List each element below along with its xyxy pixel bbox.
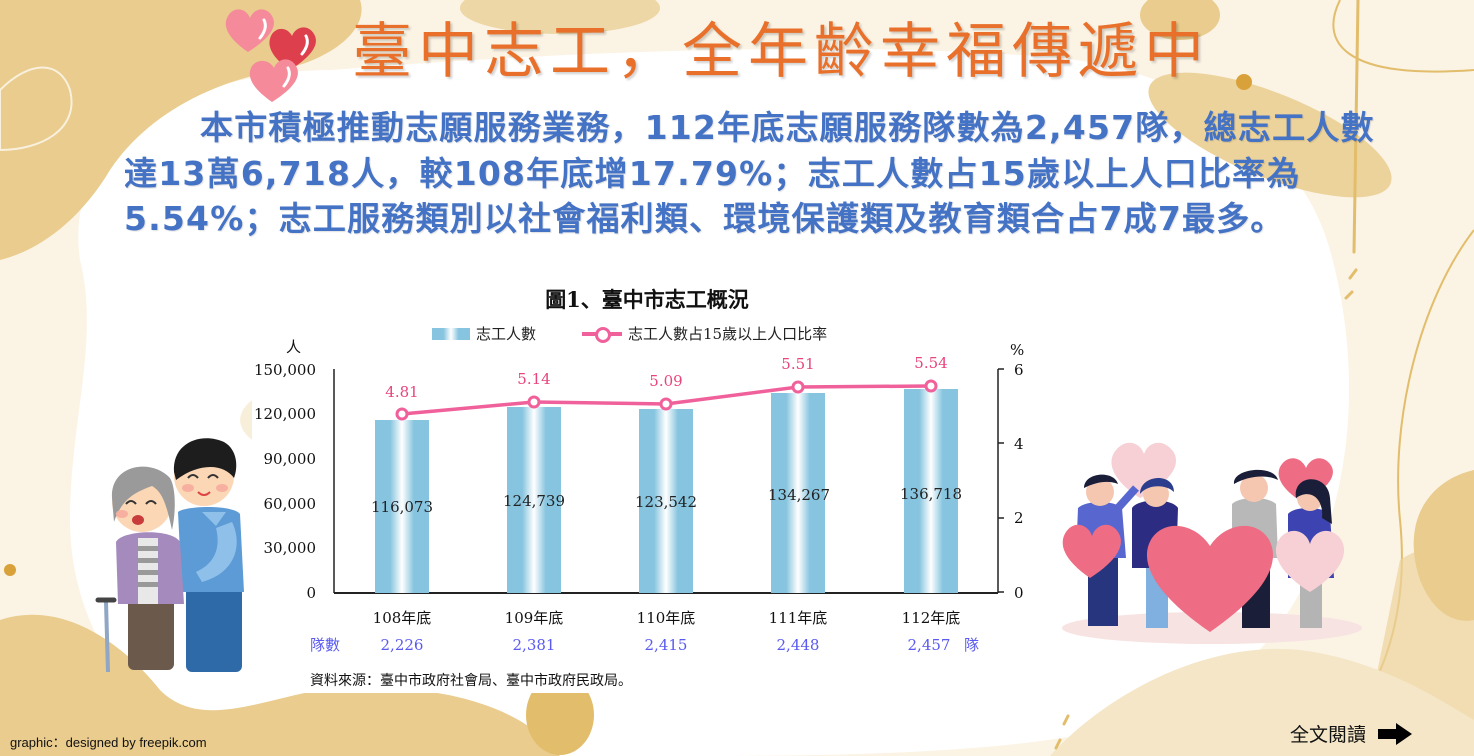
people-holding-hearts-illustration-icon (1062, 442, 1362, 644)
legend-label-ratio: 志工人數占15歲以上人口比率 (628, 325, 828, 343)
ratio-label: 5.54 (914, 354, 947, 372)
ratio-label: 5.14 (517, 370, 550, 388)
bar-value-label: 134,267 (768, 486, 830, 504)
arrow-right-icon (1378, 722, 1413, 745)
left-tick: 30,000 (264, 539, 317, 557)
bar-110 (639, 409, 693, 593)
left-tick: 0 (306, 584, 316, 602)
bar-value-label: 116,073 (371, 498, 433, 516)
right-tick: 2 (1014, 509, 1024, 527)
page-title: 臺中志工，全年齡幸福傳遞中 (352, 17, 1210, 87)
left-tick: 90,000 (264, 450, 317, 468)
bar-value-label: 124,739 (503, 492, 565, 510)
right-tick: 0 (1014, 584, 1024, 602)
teams-unit: 隊 (964, 636, 979, 654)
chart-source: 資料來源：臺中市政府社會局、臺中市政府民政局。 (310, 672, 632, 689)
team-count: 2,457 (908, 636, 951, 654)
read-full-text-label: 全文閱讀 (1290, 724, 1367, 746)
legend-item-volunteers: 志工人數 (432, 323, 536, 344)
chart-legend: 志工人數 志工人數占15歲以上人口比率 (432, 323, 827, 344)
bar-value-label: 136,718 (900, 485, 962, 503)
left-tick: 120,000 (254, 405, 316, 423)
legend-label-volunteers: 志工人數 (476, 325, 537, 343)
read-full-text-link[interactable]: 全文閱讀 (1290, 720, 1413, 747)
category-label: 110年底 (637, 609, 696, 627)
bar-108 (375, 420, 429, 593)
team-count: 2,415 (645, 636, 688, 654)
team-count: 2,448 (777, 636, 820, 654)
chart-title: 圖1、臺中市志工概況 (545, 287, 749, 312)
chart-panel: 圖1、臺中市志工概況 志工人數 志工人數占15歲以上人口比率 人 150,000… (252, 278, 1042, 693)
category-label: 109年底 (505, 609, 564, 627)
legend-item-ratio: 志工人數占15歲以上人口比率 (582, 323, 827, 344)
right-axis-unit: % (1010, 341, 1024, 359)
left-axis-unit: 人 (286, 338, 301, 356)
team-count: 2,381 (513, 636, 556, 654)
graphic-credit: graphic：designed by freepik.com (10, 735, 207, 750)
teams-row-label: 隊數 (310, 636, 340, 654)
ratio-label: 5.51 (781, 355, 814, 373)
left-tick: 150,000 (254, 361, 316, 379)
intro-paragraph: 本市積極推動志願服務業務，112年底志願服務隊數為2,457隊，總志工人數達13… (124, 108, 1375, 238)
left-tick: 60,000 (264, 495, 317, 513)
ratio-markers (395, 379, 938, 421)
chart-plot: 人 150,000 120,000 90,000 60,000 30,000 0… (254, 338, 1024, 689)
bar-109 (507, 407, 561, 593)
category-label: 108年底 (373, 609, 432, 627)
legend-bar-swatch-icon (432, 327, 470, 340)
category-label: 112年底 (902, 609, 961, 627)
right-tick: 4 (1014, 435, 1024, 453)
bar-112 (904, 389, 958, 593)
legend-line-marker-icon (582, 326, 623, 343)
hearts-icon (225, 9, 316, 102)
category-label: 111年底 (769, 609, 828, 627)
right-tick: 6 (1014, 361, 1024, 379)
bar-value-label: 123,542 (635, 493, 697, 511)
volunteer-elderly-illustration-icon (95, 438, 244, 673)
team-count: 2,226 (381, 636, 424, 654)
ratio-label: 4.81 (385, 383, 418, 401)
bar-111 (771, 393, 825, 593)
ratio-label: 5.09 (649, 372, 682, 390)
